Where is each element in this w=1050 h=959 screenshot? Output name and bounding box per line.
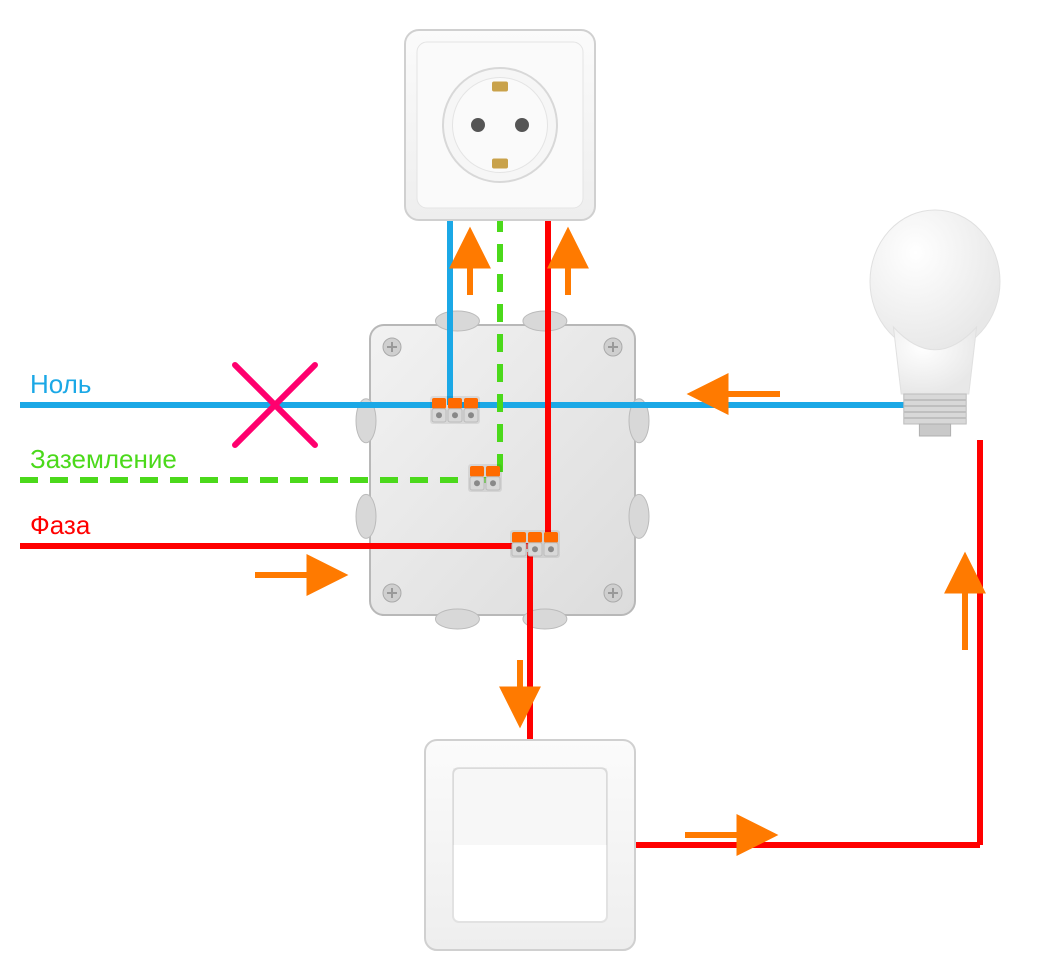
- label-ground: Заземление: [30, 444, 177, 475]
- wago-connector: [430, 396, 480, 424]
- wago-connector: [468, 464, 502, 492]
- power-socket: [405, 30, 595, 220]
- wago-connector: [510, 530, 560, 558]
- label-neutral: Ноль: [30, 369, 91, 400]
- wiring-diagram: [0, 0, 1050, 959]
- light-switch: [425, 740, 635, 950]
- label-phase: Фаза: [30, 510, 90, 541]
